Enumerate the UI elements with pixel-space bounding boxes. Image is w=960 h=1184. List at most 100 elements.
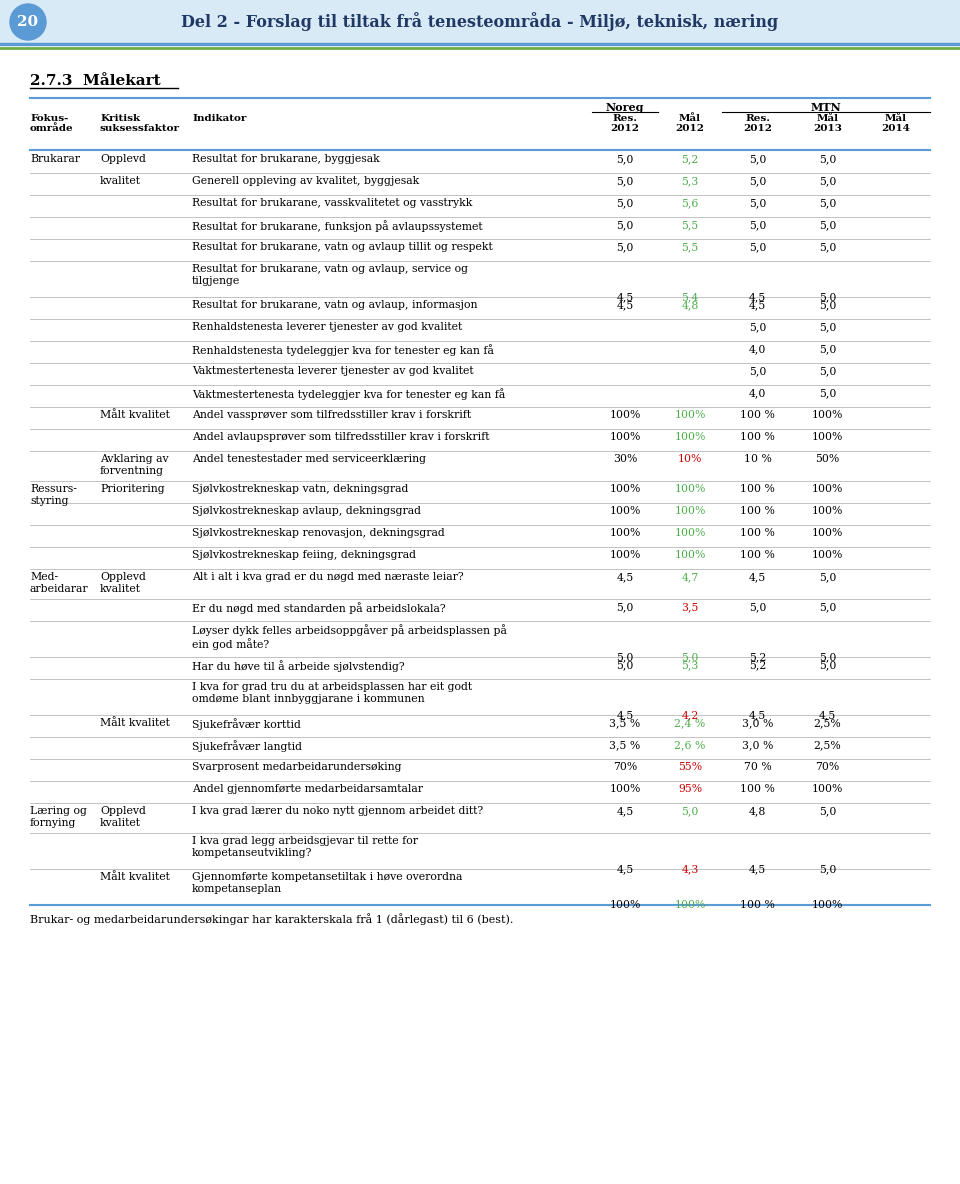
Text: 100%: 100% [812,784,843,794]
Text: Opplevd
kvalitet: Opplevd kvalitet [100,572,146,593]
Text: 4,5: 4,5 [749,710,766,720]
Text: 4,8: 4,8 [749,806,766,816]
Text: Andel vassprøver som tilfredsstiller krav i forskrift: Andel vassprøver som tilfredsstiller kra… [192,410,471,420]
Text: 4,5: 4,5 [616,864,634,874]
Text: 100%: 100% [674,506,706,516]
Text: 5,0: 5,0 [682,652,699,662]
Text: Sjukefråvær langtid: Sjukefråvær langtid [192,740,302,752]
Text: 100%: 100% [812,410,843,420]
Text: 100%: 100% [812,484,843,494]
Text: 4,0: 4,0 [749,388,766,398]
Text: 5,0: 5,0 [819,176,836,186]
Text: 5,0: 5,0 [749,220,766,230]
Text: 5,0: 5,0 [616,220,634,230]
Text: Renhaldstenesta leverer tjenester av god kvalitet: Renhaldstenesta leverer tjenester av god… [192,322,463,332]
Text: Vaktmestertenesta tydeleggjer kva for tenester eg kan få: Vaktmestertenesta tydeleggjer kva for te… [192,388,505,400]
Text: Opplevd: Opplevd [100,154,146,165]
Text: 100 %: 100 % [740,484,775,494]
Text: Prioritering: Prioritering [100,484,164,494]
Text: 100%: 100% [812,432,843,442]
Text: 5,4: 5,4 [682,292,699,302]
Text: 30%: 30% [612,453,637,464]
Text: 4,3: 4,3 [682,864,699,874]
Text: 100%: 100% [610,784,640,794]
Text: 100%: 100% [812,551,843,560]
Text: Resultat for brukarane, vatn og avlaup, service og
tilgjenge: Resultat for brukarane, vatn og avlaup, … [192,264,468,285]
Text: Har du høve til å arbeide sjølvstendig?: Har du høve til å arbeide sjølvstendig? [192,659,404,671]
Text: 5,2: 5,2 [749,652,766,662]
Text: Er du nøgd med standarden på arbeidslokala?: Er du nøgd med standarden på arbeidsloka… [192,601,445,613]
Text: 100 %: 100 % [740,528,775,538]
Text: 5,0: 5,0 [616,652,634,662]
Text: Ressurs-
styring: Ressurs- styring [30,484,77,506]
Text: Brukar- og medarbeidarundersøkingar har karakterskala frå 1 (dårlegast) til 6 (b: Brukar- og medarbeidarundersøkingar har … [30,913,514,925]
Text: Noreg: Noreg [606,102,644,112]
Text: 5,0: 5,0 [749,366,766,377]
Text: 50%: 50% [815,453,840,464]
Text: Andel avlaupsprøver som tilfredsstiller krav i forskrift: Andel avlaupsprøver som tilfredsstiller … [192,432,490,442]
Text: 5,0: 5,0 [616,601,634,612]
Text: 3,5 %: 3,5 % [610,740,640,749]
Text: 4,5: 4,5 [819,710,836,720]
Text: 10%: 10% [678,453,702,464]
Text: 100%: 100% [610,900,640,910]
Text: 5,6: 5,6 [682,198,699,208]
Text: 5,0: 5,0 [819,220,836,230]
Text: 100%: 100% [610,506,640,516]
Text: Avklaring av
forventning: Avklaring av forventning [100,453,169,476]
Text: 5,0: 5,0 [819,322,836,332]
Text: I kva grad lærer du noko nytt gjennom arbeidet ditt?: I kva grad lærer du noko nytt gjennom ar… [192,806,483,816]
Text: 100%: 100% [674,900,706,910]
Text: 70%: 70% [815,762,840,772]
Text: Sjølvkostrekneskap renovasjon, dekningsgrad: Sjølvkostrekneskap renovasjon, dekningsg… [192,528,444,538]
Text: 95%: 95% [678,784,702,794]
Text: 55%: 55% [678,762,702,772]
Text: 100 %: 100 % [740,506,775,516]
Text: 5,0: 5,0 [749,601,766,612]
Text: 2,5%: 2,5% [814,740,841,749]
Text: Andel tenestestader med serviceerklæring: Andel tenestestader med serviceerklæring [192,453,426,464]
Text: 3,5 %: 3,5 % [610,718,640,728]
Text: Mål
2013: Mål 2013 [813,114,842,134]
Text: 100 %: 100 % [740,410,775,420]
Text: 5,0: 5,0 [749,176,766,186]
Text: 100%: 100% [610,410,640,420]
Text: 5,2: 5,2 [749,659,766,670]
Text: 5,0: 5,0 [819,300,836,310]
Text: Indikator: Indikator [192,114,247,123]
Text: 100 %: 100 % [740,551,775,560]
Text: 5,0: 5,0 [819,652,836,662]
Text: Resultat for brukarane, funksjon på avlaupssystemet: Resultat for brukarane, funksjon på avla… [192,220,483,232]
Text: 100 %: 100 % [740,784,775,794]
Text: 5,0: 5,0 [819,388,836,398]
Text: Renhaldstenesta tydeleggjer kva for tenester eg kan få: Renhaldstenesta tydeleggjer kva for tene… [192,345,493,356]
Text: 5,3: 5,3 [682,176,699,186]
Text: 2,6 %: 2,6 % [674,740,706,749]
Text: Del 2 - Forslag til tiltak frå tenesteområda - Miljø, teknisk, næring: Del 2 - Forslag til tiltak frå tenesteom… [181,13,779,32]
Text: 5,0: 5,0 [819,345,836,354]
Text: 100%: 100% [674,410,706,420]
Text: Sjølvkostrekneskap vatn, dekningsgrad: Sjølvkostrekneskap vatn, dekningsgrad [192,484,408,494]
Text: Sjukefråvær korttid: Sjukefråvær korttid [192,718,300,729]
Text: Resultat for brukarane, vatn og avlaup, informasjon: Resultat for brukarane, vatn og avlaup, … [192,300,477,310]
Text: 5,2: 5,2 [682,154,699,165]
Text: 4,5: 4,5 [616,292,634,302]
Text: 100%: 100% [674,528,706,538]
Text: 4,5: 4,5 [616,300,634,310]
Text: 5,0: 5,0 [819,864,836,874]
Text: 5,0: 5,0 [749,198,766,208]
Text: 100%: 100% [812,506,843,516]
Text: Læring og
fornying: Læring og fornying [30,806,86,828]
Text: 5,3: 5,3 [682,659,699,670]
Text: Med-
arbeidarar: Med- arbeidarar [30,572,88,593]
Text: Mål
2012: Mål 2012 [676,114,705,134]
Text: Opplevd
kvalitet: Opplevd kvalitet [100,806,146,828]
Text: Resultat for brukarane, vatn og avlaup tillit og respekt: Resultat for brukarane, vatn og avlaup t… [192,242,492,252]
Text: I kva grad legg arbeidsgjevar til rette for
kompetanseutvikling?: I kva grad legg arbeidsgjevar til rette … [192,836,418,857]
Text: 100%: 100% [674,484,706,494]
Text: 5,5: 5,5 [682,242,699,252]
Text: Vaktmestertenesta leverer tjenester av god kvalitet: Vaktmestertenesta leverer tjenester av g… [192,366,473,377]
Text: Gjennomførte kompetansetiltak i høve overordna
kompetanseplan: Gjennomførte kompetansetiltak i høve ove… [192,871,463,894]
Text: 2.7.3  Målekart: 2.7.3 Målekart [30,73,160,88]
Text: Generell oppleving av kvalitet, byggjesak: Generell oppleving av kvalitet, byggjesa… [192,176,420,186]
